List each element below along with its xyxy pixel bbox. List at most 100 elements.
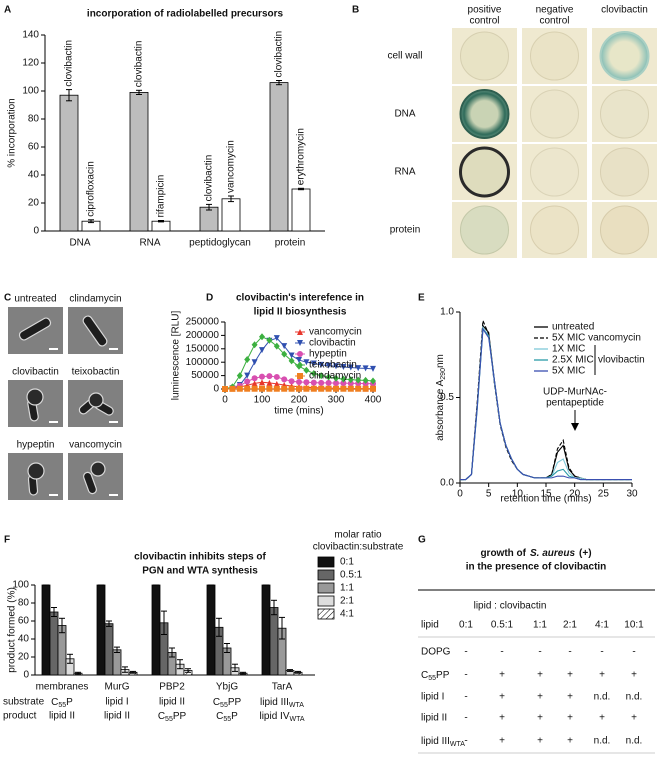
marker	[318, 372, 325, 380]
marker	[273, 335, 280, 342]
marker	[281, 350, 288, 358]
label-text: C	[213, 697, 220, 708]
marker	[347, 364, 354, 371]
bar	[199, 206, 219, 232]
marker	[318, 379, 325, 386]
error-bar	[158, 220, 164, 223]
legend-marker	[297, 373, 303, 379]
error-bar	[59, 617, 65, 634]
micrograph-label: clindamycin	[69, 294, 121, 305]
legend-label: vancomycin	[309, 327, 362, 338]
row-label: DNA	[394, 109, 415, 120]
error-bar	[185, 668, 191, 673]
legend-label: hypeptin	[309, 349, 347, 360]
table-cell: +	[631, 713, 637, 724]
inhibition-zone	[600, 89, 649, 139]
x-tick-label: 200	[291, 395, 308, 406]
bar	[129, 92, 149, 232]
table-cell: -	[464, 647, 467, 658]
label-text: P	[231, 711, 238, 722]
chart-title: incorporation of radiolabelled precursor…	[87, 9, 284, 20]
table-cell: +	[567, 713, 573, 724]
substrate-label: lipid II	[159, 697, 185, 708]
label-subscript: 55	[428, 675, 436, 682]
marker	[288, 352, 295, 359]
marker	[347, 380, 354, 387]
table-cell: +	[537, 692, 543, 703]
marker	[244, 385, 251, 392]
table-cell: -	[464, 736, 467, 747]
legend-title: molar ratio	[334, 530, 382, 541]
bar	[151, 584, 161, 676]
bacterium	[26, 388, 44, 406]
label-text: absorbance A	[435, 379, 446, 440]
error-bar	[136, 89, 142, 95]
table-cell: +	[499, 713, 505, 724]
marker	[370, 365, 376, 372]
y-axis-label: absorbance A290nm	[435, 354, 447, 441]
product-label: C55P	[216, 711, 238, 723]
marker	[281, 385, 288, 392]
inhibition-zone	[530, 31, 579, 81]
legend-label: untreated	[552, 322, 594, 333]
error-bar	[161, 610, 167, 635]
table-group-header: lipid : clovibactin	[474, 601, 547, 612]
substrate-label: lipid I	[105, 697, 128, 708]
x-tick-label: 100	[254, 395, 271, 406]
x-tick-label: 25	[598, 489, 610, 500]
table-cell: -	[464, 670, 467, 681]
y-axis-label: product formed (%)	[7, 587, 18, 673]
marker	[244, 378, 251, 385]
column-header: control	[469, 16, 499, 27]
bar	[41, 584, 51, 676]
label-text: C	[51, 697, 58, 708]
legend-label: clovibactin	[309, 338, 356, 349]
panel-letter: D	[206, 293, 213, 304]
marker	[325, 379, 332, 386]
label-text: lipid IV	[259, 711, 289, 722]
marker	[333, 363, 339, 370]
table-header: lipid	[421, 620, 439, 631]
table-cell: +	[631, 670, 637, 681]
y-tick-label: 60	[28, 142, 40, 153]
marker	[288, 385, 295, 392]
micrograph-label: untreated	[14, 294, 56, 305]
legend-swatch	[317, 582, 335, 594]
legend-marker	[297, 329, 303, 335]
legend-label: 0.5:1	[340, 570, 363, 581]
marker	[362, 365, 369, 372]
x-tick-label: 20	[569, 489, 581, 500]
bar-label: ciprofloxacin	[86, 161, 97, 217]
table-header: 0:1	[459, 620, 473, 631]
marker	[244, 372, 251, 379]
title-text: (+)	[579, 548, 592, 559]
product-label: lipid IVWTA	[259, 711, 304, 723]
legend-label: 1:1	[340, 583, 354, 594]
error-bar	[216, 617, 222, 637]
y-tick-label: 0	[33, 226, 39, 237]
label-text: C	[158, 711, 165, 722]
marker	[333, 374, 339, 382]
title-text: growth of	[480, 548, 526, 559]
marker	[310, 360, 317, 367]
inhibition-zone	[459, 89, 510, 139]
marker	[370, 385, 376, 392]
bar-label: vancomycin	[226, 140, 237, 193]
bar-label: erythromycin	[296, 128, 307, 185]
x-tick-label: 0	[222, 395, 228, 406]
error-bar	[206, 203, 212, 211]
table-cell: -	[500, 647, 503, 658]
table-cell: +	[599, 670, 605, 681]
x-tick-label: 5	[486, 489, 492, 500]
column-header: positive	[468, 5, 502, 16]
y-axis-label: % incorporation	[7, 98, 18, 167]
label-subscript: 290	[440, 368, 447, 380]
error-bar	[169, 647, 175, 658]
table-title: growth of S. aureus (+)	[480, 548, 591, 559]
table-cell: lipid I	[421, 692, 444, 703]
x-tick-label: 400	[365, 395, 382, 406]
marker	[340, 385, 347, 392]
x-axis-label: retention time (mins)	[500, 494, 591, 505]
y-tick-label: 60	[18, 616, 30, 627]
legend-label: teixobactin	[309, 360, 357, 371]
